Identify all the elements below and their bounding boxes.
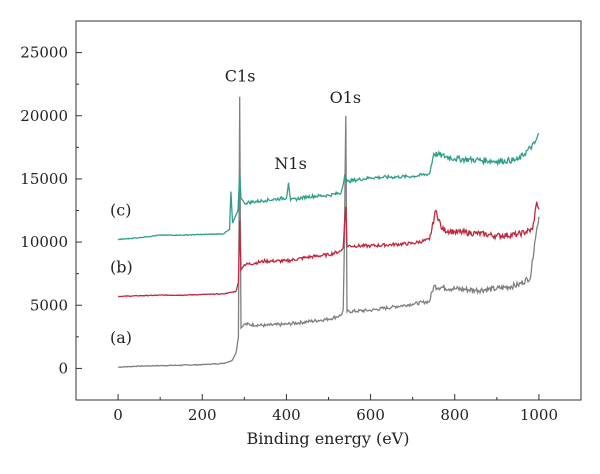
- x-tick-label: 600: [356, 406, 385, 424]
- x-axis-title: Binding energy (eV): [247, 429, 410, 448]
- series-line-2: [117, 201, 540, 298]
- plot-frame: [75, 20, 582, 401]
- x-tick-label: 200: [188, 406, 217, 424]
- y-axis-ticks: 0 5000 10000 15000 20000 25000: [20, 44, 82, 377]
- y-tick-label: 5000: [30, 296, 68, 314]
- peak-annotation: O1s: [330, 88, 362, 107]
- y-tick-label: 15000: [20, 170, 68, 188]
- series-line-3: [117, 132, 540, 241]
- x-tick-label: 800: [440, 406, 469, 424]
- x-tick-label: 1000: [520, 406, 558, 424]
- series-label: (b): [110, 257, 133, 276]
- x-tick-label: 400: [272, 406, 301, 424]
- annotation-layer: C1s N1s O1s: [225, 67, 361, 173]
- peak-annotation: N1s: [274, 154, 306, 173]
- y-tick-label: 0: [58, 359, 68, 377]
- x-tick-label: 0: [113, 406, 123, 424]
- x-axis-ticks: 0 200 400 600 800 1000: [113, 394, 558, 424]
- series-layer: (a) (b) (c): [110, 96, 540, 368]
- series-label: (c): [110, 201, 131, 220]
- peak-annotation: C1s: [225, 67, 256, 86]
- series-line-1: [118, 96, 540, 368]
- series-label: (a): [110, 328, 132, 347]
- y-tick-label: 10000: [20, 233, 68, 251]
- y-tick-label: 25000: [20, 44, 68, 62]
- y-tick-label: 20000: [20, 107, 68, 125]
